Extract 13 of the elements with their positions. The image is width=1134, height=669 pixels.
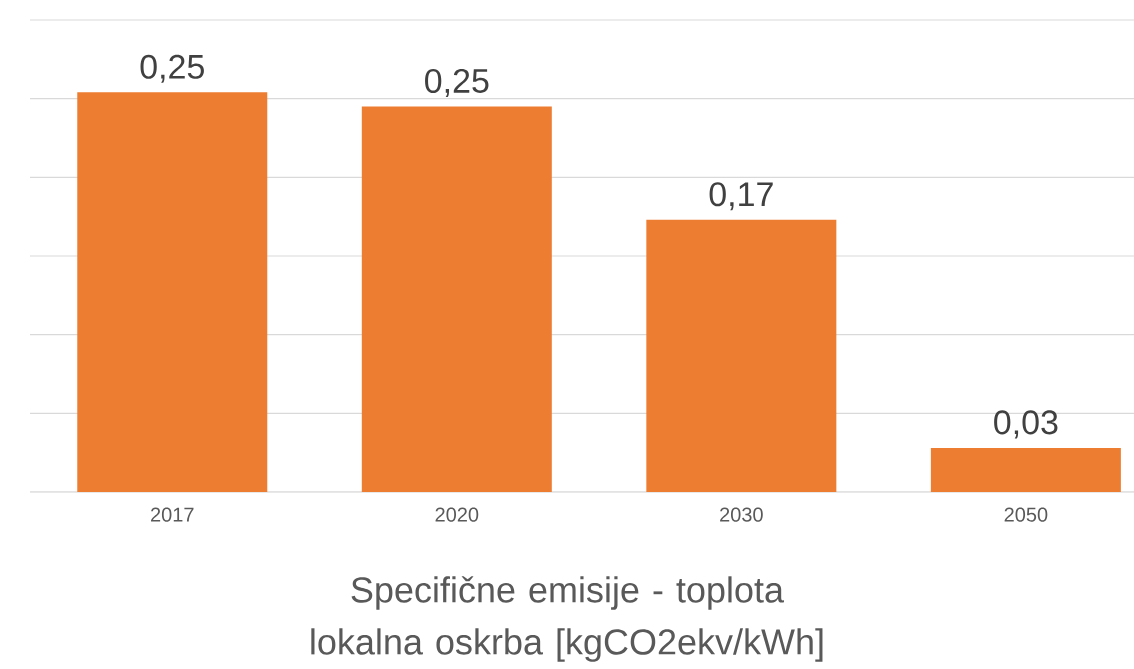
data-label: 0,25 — [425, 68, 489, 97]
x-tick-label: 2017 — [151, 507, 194, 522]
bar — [361, 106, 552, 492]
x-tick-label: 2020 — [435, 507, 479, 522]
x-tick-label: 2030 — [720, 507, 763, 522]
data-label: 0,25 — [140, 54, 204, 83]
bar — [646, 219, 837, 492]
x-tick-label: 2050 — [1004, 507, 1048, 522]
bar — [77, 92, 268, 492]
bar — [930, 447, 1121, 492]
text: Specifične emisije - toplota lokalna oskrba [kgCO2ekv/kWh] — [311, 576, 823, 662]
data-label: 0,17 — [709, 182, 773, 211]
data-label: 0,03 — [994, 410, 1058, 439]
